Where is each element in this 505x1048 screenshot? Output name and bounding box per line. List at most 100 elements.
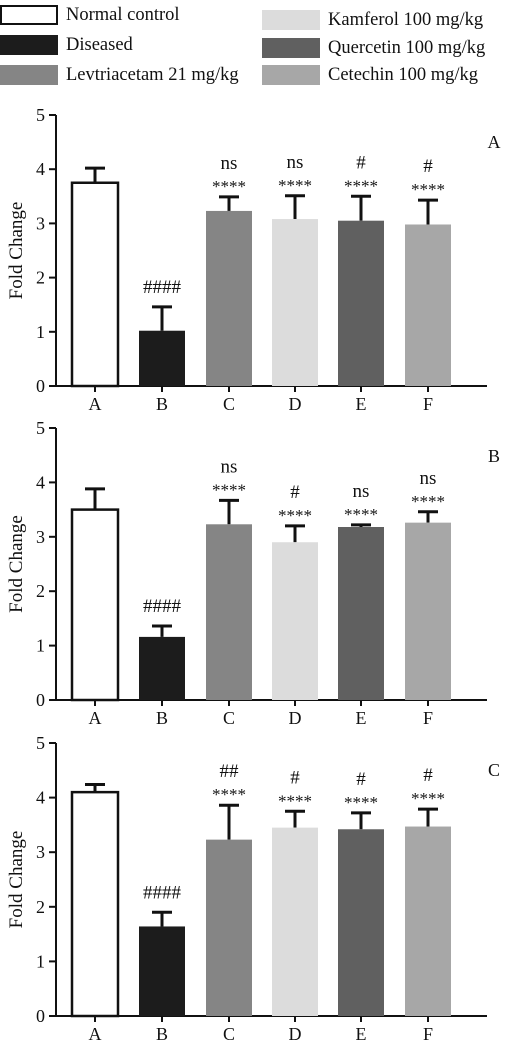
y-axis-label: Fold Change (6, 831, 27, 929)
bar-a (70, 508, 120, 702)
y-tick-label: 2 (36, 268, 45, 288)
x-tick-label: E (356, 1024, 367, 1044)
y-tick-label: 0 (36, 1006, 45, 1026)
significance-hash: #### (143, 277, 182, 298)
y-tick-label: 4 (36, 472, 45, 492)
panel-label: A (488, 132, 501, 152)
significance-stars: **** (212, 177, 246, 196)
significance-hash: # (356, 152, 366, 173)
legend-label: Quercetin 100 mg/kg (328, 38, 486, 58)
significance-stars: **** (344, 176, 378, 195)
x-tick-label: B (156, 394, 168, 414)
y-tick-label: 3 (36, 527, 45, 547)
legend-label: Kamferol 100 mg/kg (328, 10, 484, 30)
y-axis-label: Fold Change (6, 202, 27, 300)
y-tick-label: 5 (36, 733, 45, 753)
bar-d (272, 542, 318, 700)
legend-label: Diseased (66, 35, 133, 55)
x-tick-label: F (423, 708, 433, 728)
legend-swatch (262, 38, 320, 58)
legend-swatch (0, 5, 58, 25)
bar-b (139, 636, 185, 700)
x-tick-label: E (356, 394, 367, 414)
x-tick-label: F (423, 394, 433, 414)
bar-f (405, 522, 451, 700)
significance-stars: **** (278, 791, 312, 810)
y-tick-label: 5 (36, 105, 45, 125)
y-tick-label: 2 (36, 897, 45, 917)
x-tick-label: C (223, 1024, 235, 1044)
bar-e (338, 829, 384, 1016)
x-tick-label: A (89, 1024, 102, 1044)
x-tick-label: A (89, 708, 102, 728)
bar-c (206, 210, 252, 386)
significance-hash: ns (287, 152, 304, 173)
bar-c (206, 839, 252, 1016)
legend-swatch (262, 65, 320, 85)
bar-d (272, 219, 318, 386)
y-tick-label: 3 (36, 213, 45, 233)
y-tick-label: 1 (36, 636, 45, 656)
x-tick-label: D (289, 394, 302, 414)
y-tick-label: 0 (36, 690, 45, 710)
significance-stars: **** (344, 505, 378, 524)
x-tick-label: C (223, 394, 235, 414)
chart-panel-a: 0 1 2 3 4 5 Fold Change A B #### C **** ns D **** ns E **… (6, 105, 501, 414)
x-tick-label: F (423, 1024, 433, 1044)
y-tick-label: 1 (36, 951, 45, 971)
chart-panel-c: 0 1 2 3 4 5 Fold Change A B #### C **** ## D **** # E ***… (6, 733, 500, 1044)
y-tick-label: 1 (36, 322, 45, 342)
y-tick-label: 0 (36, 376, 45, 396)
significance-hash: ns (420, 468, 437, 489)
significance-hash: # (290, 482, 300, 503)
bar-d (272, 827, 318, 1016)
significance-stars: **** (344, 793, 378, 812)
significance-hash: #### (143, 596, 182, 617)
legend-label: Cetechin 100 mg/kg (328, 65, 479, 85)
significance-hash: ns (353, 481, 370, 502)
x-tick-label: B (156, 1024, 168, 1044)
x-tick-label: D (289, 1024, 302, 1044)
significance-stars: **** (212, 785, 246, 804)
significance-hash: ## (220, 761, 240, 782)
bar-b (139, 330, 185, 386)
y-tick-label: 5 (36, 418, 45, 438)
significance-stars: **** (411, 180, 445, 199)
x-tick-label: A (89, 394, 102, 414)
panel-label: B (488, 446, 500, 466)
legend-swatch (0, 35, 58, 55)
significance-stars: **** (278, 506, 312, 525)
bar-e (338, 527, 384, 700)
chart-panel-b: 0 1 2 3 4 5 Fold Change A B #### C **** ns D **** # E ***… (6, 418, 500, 728)
significance-stars: **** (212, 480, 246, 499)
significance-hash: ns (221, 153, 238, 174)
y-tick-label: 4 (36, 788, 45, 808)
significance-hash: # (423, 156, 433, 177)
legend-label: Normal control (66, 5, 180, 25)
panel-label: C (488, 760, 500, 780)
legend: Normal control Diseased Levtriacetam 21 … (0, 0, 505, 100)
bar-e (338, 220, 384, 386)
y-tick-label: 2 (36, 581, 45, 601)
significance-hash: ns (221, 456, 238, 477)
legend-swatch (262, 10, 320, 30)
y-tick-label: 4 (36, 159, 45, 179)
y-tick-label: 3 (36, 842, 45, 862)
significance-hash: # (423, 765, 433, 786)
bar-a (70, 181, 120, 388)
significance-hash: # (290, 767, 300, 788)
legend-label: Levtriacetam 21 mg/kg (66, 65, 239, 85)
significance-stars: **** (411, 492, 445, 511)
significance-hash: #### (143, 882, 182, 903)
x-tick-label: E (356, 708, 367, 728)
bar-c (206, 524, 252, 700)
x-tick-label: D (289, 708, 302, 728)
significance-stars: **** (411, 789, 445, 808)
bar-a (70, 790, 120, 1018)
x-tick-label: B (156, 708, 168, 728)
y-axis-label: Fold Change (6, 515, 27, 613)
x-tick-label: C (223, 708, 235, 728)
bar-f (405, 224, 451, 386)
bar-f (405, 826, 451, 1016)
legend-swatch (0, 65, 58, 85)
